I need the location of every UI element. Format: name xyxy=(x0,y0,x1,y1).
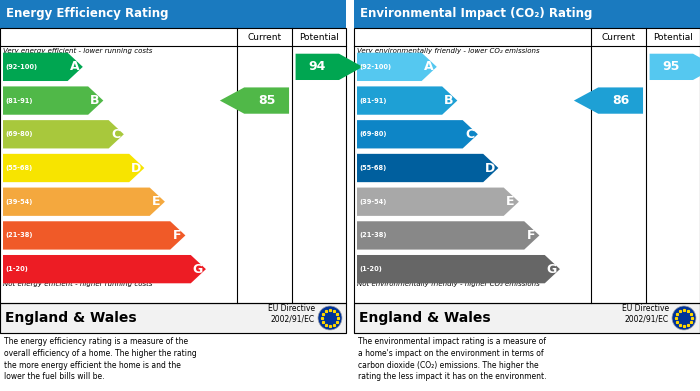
Polygon shape xyxy=(3,154,144,182)
Text: (1-20): (1-20) xyxy=(5,266,28,272)
Polygon shape xyxy=(295,54,363,80)
Text: Not environmentally friendly - higher CO₂ emissions: Not environmentally friendly - higher CO… xyxy=(357,281,540,287)
Text: (81-91): (81-91) xyxy=(359,98,386,104)
Polygon shape xyxy=(3,120,124,149)
Text: B: B xyxy=(90,94,99,107)
Text: (69-80): (69-80) xyxy=(5,131,32,137)
Polygon shape xyxy=(220,88,289,114)
Text: 94: 94 xyxy=(309,60,326,74)
Text: Current: Current xyxy=(601,32,636,41)
Polygon shape xyxy=(357,53,437,81)
Text: England & Wales: England & Wales xyxy=(359,311,491,325)
Text: The environmental impact rating is a measure of
a home's impact on the environme: The environmental impact rating is a mea… xyxy=(358,337,547,381)
Text: C: C xyxy=(465,128,474,141)
Text: F: F xyxy=(173,229,181,242)
Text: 85: 85 xyxy=(258,94,275,107)
Text: (81-91): (81-91) xyxy=(5,98,32,104)
Text: G: G xyxy=(547,263,556,276)
Text: (55-68): (55-68) xyxy=(5,165,32,171)
Text: Very environmentally friendly - lower CO₂ emissions: Very environmentally friendly - lower CO… xyxy=(357,48,540,54)
Text: F: F xyxy=(527,229,536,242)
Text: (92-100): (92-100) xyxy=(359,64,391,70)
Polygon shape xyxy=(3,86,104,115)
Polygon shape xyxy=(357,120,478,149)
Text: Very energy efficient - lower running costs: Very energy efficient - lower running co… xyxy=(3,48,153,54)
Text: Current: Current xyxy=(248,32,282,41)
Text: EU Directive
2002/91/EC: EU Directive 2002/91/EC xyxy=(268,304,315,323)
Polygon shape xyxy=(3,188,165,216)
Bar xyxy=(354,0,700,28)
Bar xyxy=(0,28,346,303)
Polygon shape xyxy=(3,221,186,249)
Text: Potential: Potential xyxy=(653,32,693,41)
Bar xyxy=(354,28,700,303)
Polygon shape xyxy=(3,53,83,81)
Bar xyxy=(0,303,346,333)
Polygon shape xyxy=(574,88,643,114)
Text: 86: 86 xyxy=(612,94,629,107)
Text: C: C xyxy=(111,128,120,141)
Text: B: B xyxy=(444,94,454,107)
Polygon shape xyxy=(357,188,519,216)
Text: England & Wales: England & Wales xyxy=(5,311,136,325)
Text: A: A xyxy=(424,60,433,74)
Polygon shape xyxy=(357,221,540,249)
Bar xyxy=(0,0,346,28)
Text: A: A xyxy=(69,60,79,74)
Text: Potential: Potential xyxy=(299,32,339,41)
Text: (1-20): (1-20) xyxy=(359,266,382,272)
Text: D: D xyxy=(131,161,141,174)
Text: (55-68): (55-68) xyxy=(359,165,386,171)
Text: Not energy efficient - higher running costs: Not energy efficient - higher running co… xyxy=(3,281,153,287)
Text: G: G xyxy=(193,263,203,276)
Bar xyxy=(354,303,700,333)
Polygon shape xyxy=(357,86,457,115)
Text: (21-38): (21-38) xyxy=(359,232,386,239)
Text: D: D xyxy=(485,161,495,174)
Bar xyxy=(0,333,346,391)
Circle shape xyxy=(318,306,342,330)
Text: (92-100): (92-100) xyxy=(5,64,37,70)
Text: EU Directive
2002/91/EC: EU Directive 2002/91/EC xyxy=(622,304,669,323)
Text: E: E xyxy=(506,195,514,208)
Text: (21-38): (21-38) xyxy=(5,232,32,239)
Text: The energy efficiency rating is a measure of the
overall efficiency of a home. T: The energy efficiency rating is a measur… xyxy=(4,337,197,381)
Bar xyxy=(354,333,700,391)
Text: E: E xyxy=(153,195,161,208)
Text: (69-80): (69-80) xyxy=(359,131,386,137)
Circle shape xyxy=(672,306,696,330)
Polygon shape xyxy=(3,255,206,283)
Polygon shape xyxy=(650,54,700,80)
Bar xyxy=(354,303,700,333)
Polygon shape xyxy=(357,154,498,182)
Polygon shape xyxy=(357,255,560,283)
Text: (39-54): (39-54) xyxy=(5,199,32,205)
Text: Environmental Impact (CO₂) Rating: Environmental Impact (CO₂) Rating xyxy=(360,7,592,20)
Text: (39-54): (39-54) xyxy=(359,199,386,205)
Text: Energy Efficiency Rating: Energy Efficiency Rating xyxy=(6,7,169,20)
Bar xyxy=(0,303,346,333)
Text: 95: 95 xyxy=(662,60,680,74)
